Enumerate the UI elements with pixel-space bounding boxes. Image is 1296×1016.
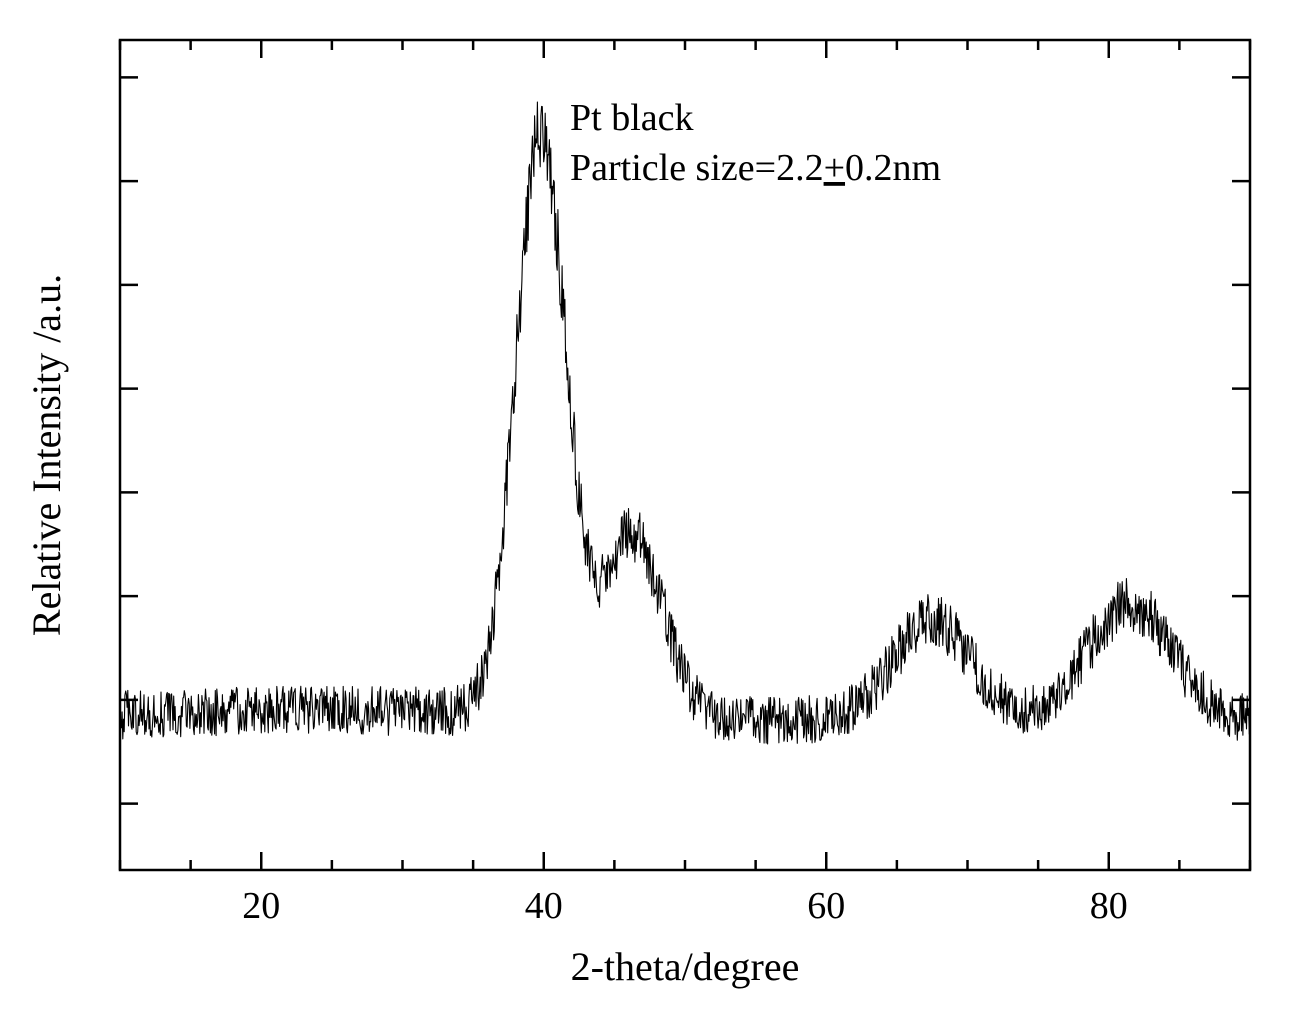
x-axis-label: 2-theta/degree [571,944,800,989]
chart-svg: 20 40 60 80 2-theta/degree Relative Intensity… [0,0,1296,1016]
x-tick-label: 60 [807,885,845,927]
y-axis-label: Relative Intensity /a.u. [24,274,69,636]
x-tick-label: 20 [242,885,280,927]
x-tick-label: 80 [1090,885,1128,927]
annotation-line: Pt black [570,97,693,139]
xrd-chart: 20 40 60 80 2-theta/degree Relative Intensity… [0,0,1296,1016]
annotation-line: Particle size=2.2+0.2nm [570,147,941,189]
x-tick-label: 40 [525,885,563,927]
